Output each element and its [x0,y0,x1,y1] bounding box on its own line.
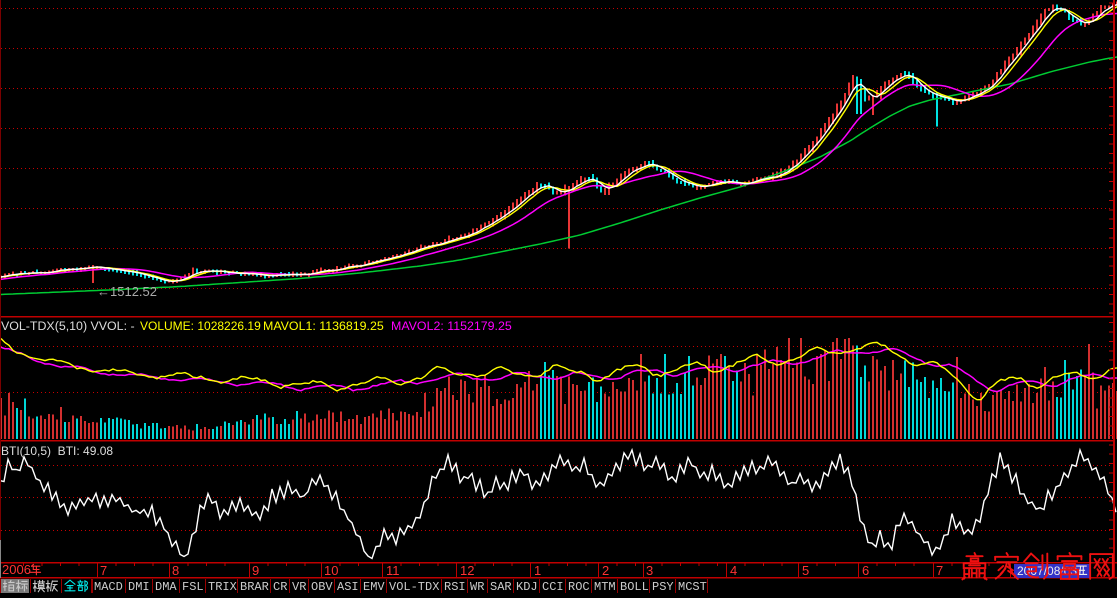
svg-text:ROC: ROC [568,580,590,593]
svg-text:SAR: SAR [490,580,512,593]
svg-text:CR: CR [273,580,287,593]
svg-text:OBV: OBV [311,580,333,593]
svg-text:4: 4 [730,563,737,578]
svg-text:VOLUME: 1028226.19: VOLUME: 1028226.19 [140,319,261,333]
svg-text:CCI: CCI [542,580,564,593]
svg-text:10: 10 [324,563,338,578]
svg-text:1: 1 [534,563,541,578]
svg-text:VR: VR [292,580,306,593]
svg-text:RSI: RSI [444,580,466,593]
svg-text:8: 8 [172,563,179,578]
svg-text:FSL: FSL [182,580,204,593]
svg-text:9: 9 [252,563,259,578]
svg-text:2006: 2006 [2,562,31,577]
svg-text:MTM: MTM [594,580,616,593]
svg-text:7: 7 [936,563,943,578]
svg-text:PSY: PSY [652,580,674,593]
svg-text:MACD: MACD [94,580,123,593]
svg-text:3: 3 [646,563,653,578]
svg-text:KDJ: KDJ [516,580,538,593]
svg-text:6: 6 [862,563,869,578]
svg-text:2: 2 [602,563,609,578]
svg-text:12: 12 [460,563,474,578]
svg-text:←1512.52: ←1512.52 [97,284,157,299]
svg-text:5: 5 [802,563,809,578]
svg-text:11: 11 [386,563,400,578]
svg-text:7: 7 [100,563,107,578]
svg-text:MAVOL1: 1136819.25: MAVOL1: 1136819.25 [263,319,384,333]
svg-text:BTI(10,5) BTI: 49.08: BTI(10,5) BTI: 49.08 [1,444,113,458]
svg-text:DMA: DMA [155,580,177,593]
svg-text:VOL-TDX(5,10) VVOL: -: VOL-TDX(5,10) VVOL: - [1,319,135,333]
svg-text:WR: WR [470,580,484,593]
svg-text:EMV: EMV [363,580,385,593]
svg-text:VOL-TDX: VOL-TDX [389,580,439,593]
svg-text:BOLL: BOLL [620,580,649,593]
svg-text:MAVOL2: 1152179.25: MAVOL2: 1152179.25 [391,319,512,333]
svg-text:MCST: MCST [678,580,707,593]
svg-text:TRIX: TRIX [208,580,237,593]
svg-text:ASI: ASI [337,580,359,593]
svg-text:DMI: DMI [128,580,150,593]
svg-text:BRAR: BRAR [240,580,269,593]
